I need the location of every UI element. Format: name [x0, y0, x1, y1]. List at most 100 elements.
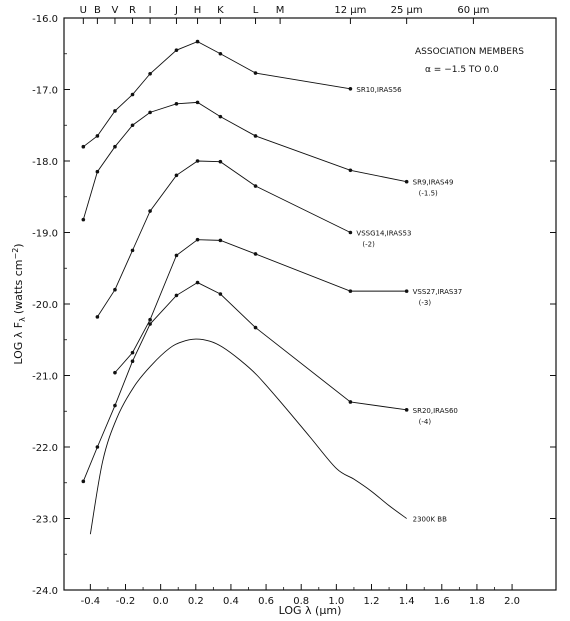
band-label: 12 μm: [334, 5, 366, 16]
x-tick-label: 2.0: [504, 596, 520, 607]
y-tick-label: -17.0: [32, 86, 58, 97]
y-tick-label: -22.0: [32, 443, 58, 454]
band-labels: U B V R I J H K L M 12 μm 25 μm 60 μm: [80, 5, 490, 16]
data-point: [348, 289, 353, 293]
x-tick-label: 0.8: [293, 596, 309, 607]
y-tick-label: -16.0: [32, 14, 58, 25]
data-point: [148, 209, 152, 213]
series-layer: [81, 39, 409, 535]
data-point: [148, 110, 152, 115]
y-axis-title: LOG λ Fλ (watts cm−2): [11, 243, 27, 364]
data-point: [148, 71, 152, 76]
data-point: [253, 325, 258, 330]
data-point: [113, 403, 117, 408]
band-label: U: [80, 5, 87, 16]
data-point: [130, 123, 135, 128]
series-line: [97, 160, 351, 318]
legend-subtitle: α = −1.5 TO 0.0: [425, 65, 499, 75]
plot-frame: [63, 17, 557, 591]
series-line: [83, 41, 351, 148]
x-tick-label: 0.6: [258, 596, 274, 607]
data-point: [253, 184, 258, 188]
y-axis-title-sup: −2: [11, 248, 20, 260]
band-label: J: [174, 5, 178, 16]
data-point: [81, 479, 86, 484]
data-point: [95, 315, 100, 319]
series-line: [114, 239, 407, 373]
data-point: [113, 144, 117, 149]
y-axis-title-units: (watts cm: [12, 259, 25, 314]
series-labels: SR10,IRAS56 SR9,IRAS49 (-1.5) VSSG14,IRAS53…: [356, 86, 462, 524]
band-label: 25 μm: [391, 5, 423, 16]
data-point: [253, 134, 258, 138]
band-label: R: [129, 5, 136, 16]
data-point: [174, 102, 179, 106]
data-point: [113, 287, 117, 292]
x-axis-title: LOG λ (μm): [279, 604, 342, 617]
x-tick-label: 0.2: [188, 596, 204, 607]
band-label: 60 μm: [457, 5, 489, 16]
y-axis-title-main: LOG λ F: [12, 322, 25, 365]
data-point: [404, 179, 409, 184]
series-name-label: 2300K BB: [413, 516, 447, 524]
data-point: [130, 92, 135, 97]
x-tick-label: 1.8: [469, 596, 485, 607]
series-note-label: (-3): [419, 299, 432, 307]
band-label: I: [149, 5, 152, 16]
band-label: L: [253, 5, 259, 16]
x-tick-label: 1.6: [434, 596, 450, 607]
data-point: [404, 289, 409, 293]
y-tick-label: -24.0: [32, 586, 58, 597]
data-point: [130, 248, 135, 253]
y-tick-label: -19.0: [32, 229, 58, 240]
y-axis-title-sub: λ: [18, 317, 27, 322]
series-line: [82, 282, 407, 482]
series-name-label: SR9,IRAS49: [413, 179, 454, 187]
band-label: K: [217, 5, 224, 16]
data-point: [113, 109, 117, 113]
data-point: [218, 51, 223, 56]
data-point: [95, 134, 100, 138]
x-tick-labels: -0.4 -0.2 0.0 0.2 0.4 0.6 0.8 1.0 1.2 1.4 1.6 1.8 2.…: [81, 596, 520, 607]
data-point: [404, 408, 409, 412]
y-axis-title-close: ): [12, 243, 25, 247]
y-tick-label: -18.0: [32, 157, 58, 168]
x-tick-label: -0.4: [81, 596, 101, 607]
data-point: [81, 144, 86, 149]
band-label: H: [194, 5, 202, 16]
x-tick-label: 0.4: [223, 596, 239, 607]
data-point: [195, 280, 200, 285]
series-note-label: (-4): [419, 418, 432, 426]
data-point: [174, 253, 179, 258]
band-label: V: [112, 5, 119, 16]
data-point: [195, 39, 200, 44]
series-note-label: (-1.5): [419, 190, 438, 198]
data-point: [148, 322, 152, 326]
data-point: [348, 400, 353, 404]
axis-ticks: [64, 17, 556, 591]
data-point: [218, 159, 223, 164]
data-point: [253, 71, 258, 75]
series-name-label: SR10,IRAS56: [356, 86, 402, 94]
x-tick-label: -0.2: [116, 596, 136, 607]
data-point: [81, 217, 86, 222]
x-tick-label: 0.0: [153, 596, 169, 607]
data-point: [195, 237, 200, 242]
y-tick-labels: -16.0 -17.0 -18.0 -19.0 -20.0 -21.0 -22.0 -23.0…: [32, 14, 58, 597]
band-label: B: [94, 5, 101, 16]
data-point: [113, 370, 117, 375]
x-tick-label: 1.2: [364, 596, 380, 607]
data-point: [218, 292, 223, 296]
data-point: [174, 173, 179, 178]
x-tick-label: 1.0: [328, 596, 344, 607]
data-point: [218, 238, 223, 243]
series-note-label: (-2): [362, 241, 375, 249]
data-point: [148, 317, 152, 322]
data-point: [348, 86, 353, 91]
series-name-label: VSS27,IRAS37: [413, 288, 463, 296]
data-point: [348, 230, 353, 235]
y-tick-label: -20.0: [32, 300, 58, 311]
y-tick-label: -23.0: [32, 515, 58, 526]
series-line: [89, 338, 407, 535]
data-point: [195, 100, 200, 105]
